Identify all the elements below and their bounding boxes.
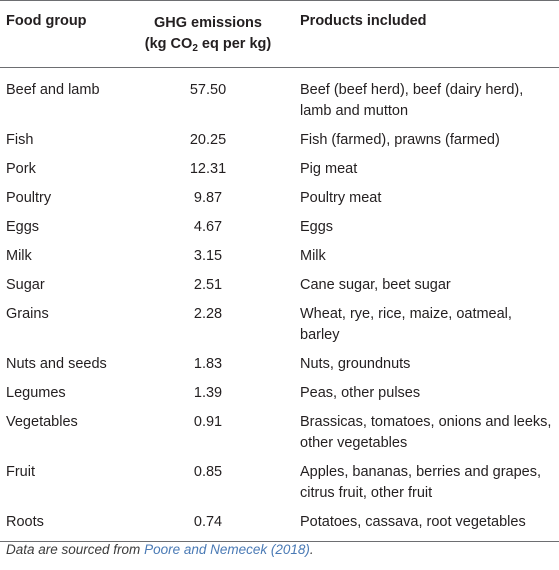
table-row: Milk 3.15 Milk — [0, 246, 559, 275]
table-row: Nuts and seeds 1.83 Nuts, groundnuts — [0, 354, 559, 383]
cell-products: Fish (farmed), prawns (farmed) — [300, 132, 500, 148]
cell-ghg-value: 0.85 — [193, 464, 223, 480]
table-row: Beef and lamb 57.50 Beef (beef herd), beef… — [0, 80, 559, 130]
cell-ghg-value: 20.25 — [189, 132, 227, 148]
cell-products: Nuts, groundnuts — [300, 356, 411, 372]
cell-ghg-value: 4.67 — [193, 219, 223, 235]
header-food-group: Food group — [6, 13, 87, 29]
cell-ghg-value: 57.50 — [189, 82, 227, 98]
cell-ghg-value: 1.83 — [193, 356, 223, 372]
table-top-rule — [0, 0, 559, 1]
table-bottom-rule — [0, 541, 559, 542]
table-row: Fruit 0.85 Apples, bananas, berries and gr… — [0, 462, 559, 512]
cell-ghg-value: 2.28 — [193, 306, 223, 322]
cell-food-group: Fruit — [6, 464, 35, 480]
cell-products: Peas, other pulses — [300, 385, 421, 401]
header-ghg-unit-post: eq per kg) — [197, 36, 272, 52]
cell-products: Pig meat — [300, 161, 358, 177]
cell-food-group: Legumes — [6, 385, 66, 401]
cell-ghg-value: 0.91 — [193, 414, 223, 430]
cell-products: Milk — [300, 248, 326, 264]
table-header-rule — [0, 67, 559, 68]
cell-ghg-value: 12.31 — [189, 161, 227, 177]
cell-ghg-value: 3.15 — [193, 248, 223, 264]
cell-products: Apples, bananas, berries and grapes, cit… — [300, 464, 542, 501]
cell-food-group: Vegetables — [6, 414, 78, 430]
cell-products: Brassicas, tomatoes, onions and leeks, o… — [300, 414, 552, 451]
header-ghg-emissions: GHG emissions (kg CO2 eq per kg) — [118, 13, 298, 55]
header-ghg-line2: (kg CO2 eq per kg) — [118, 34, 298, 55]
ghg-table: Food group GHG emissions (kg CO2 eq per … — [0, 0, 559, 542]
table-row: Pork 12.31 Pig meat — [0, 159, 559, 188]
cell-ghg-value: 9.87 — [193, 190, 223, 206]
table-row: Grains 2.28 Wheat, rye, rice, maize, oatme… — [0, 304, 559, 354]
cell-products: Wheat, rye, rice, maize, oatmeal, barley — [300, 306, 512, 343]
table-header: Food group GHG emissions (kg CO2 eq per … — [0, 1, 559, 67]
table-row: Fish 20.25 Fish (farmed), prawns (farmed) — [0, 130, 559, 159]
cell-food-group: Sugar — [6, 277, 45, 293]
cell-products: Potatoes, cassava, root vegetables — [300, 514, 526, 530]
table-row: Sugar 2.51 Cane sugar, beet sugar — [0, 275, 559, 304]
footnote-reference-link[interactable]: Poore and Nemecek (2018) — [144, 542, 310, 557]
cell-food-group: Fish — [6, 132, 34, 148]
header-ghg-unit-sub: 2 — [192, 43, 198, 54]
cell-food-group: Nuts and seeds — [6, 356, 107, 372]
cell-products: Beef (beef herd), beef (dairy herd), lam… — [300, 82, 524, 119]
header-ghg-line1: GHG emissions — [154, 15, 262, 31]
footnote-suffix: . — [309, 542, 314, 557]
cell-products: Poultry meat — [300, 190, 382, 206]
table-row: Eggs 4.67 Eggs — [0, 217, 559, 246]
cell-food-group: Eggs — [6, 219, 40, 235]
cell-ghg-value: 2.51 — [193, 277, 223, 293]
header-ghg-unit-pre: (kg CO — [144, 36, 193, 52]
table-row: Roots 0.74 Potatoes, cassava, root vegetab… — [0, 512, 559, 541]
cell-food-group: Milk — [6, 248, 32, 264]
table-row: Poultry 9.87 Poultry meat — [0, 188, 559, 217]
footnote-prefix: Data are sourced from — [6, 542, 145, 557]
table-row: Vegetables 0.91 Brassicas, tomatoes, onion… — [0, 412, 559, 462]
cell-food-group: Roots — [6, 514, 44, 530]
cell-food-group: Beef and lamb — [6, 82, 100, 98]
cell-food-group: Poultry — [6, 190, 52, 206]
table-footnote: Data are sourced from Poore and Nemecek … — [6, 542, 314, 557]
cell-food-group: Grains — [6, 306, 49, 322]
cell-ghg-value: 0.74 — [193, 514, 223, 530]
header-products-included: Products included — [300, 13, 427, 29]
cell-products: Eggs — [300, 219, 334, 235]
table-body: Beef and lamb 57.50 Beef (beef herd), beef… — [0, 68, 559, 541]
cell-food-group: Pork — [6, 161, 36, 177]
table-row: Legumes 1.39 Peas, other pulses — [0, 383, 559, 412]
cell-ghg-value: 1.39 — [193, 385, 223, 401]
cell-products: Cane sugar, beet sugar — [300, 277, 451, 293]
